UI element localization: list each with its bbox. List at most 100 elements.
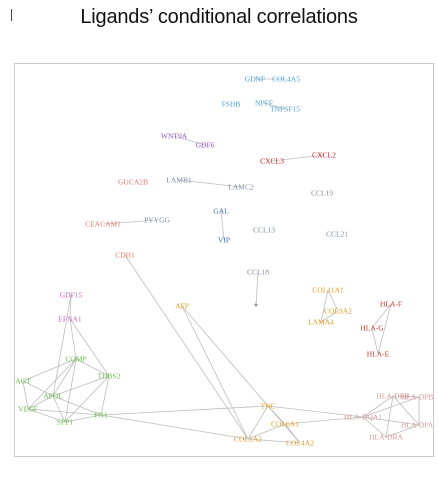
edge-efna1-thbs2 bbox=[69, 318, 110, 377]
node-hla-g: HLA-G bbox=[360, 324, 384, 333]
node-unlabeled bbox=[254, 303, 258, 307]
edge-lamb1-lamc2 bbox=[178, 179, 242, 188]
edge-cdh1-col1a2 bbox=[124, 254, 249, 440]
node-tnfsf15: TNFSF15 bbox=[270, 105, 300, 114]
node-ccl13: CCL13 bbox=[253, 226, 275, 235]
edge-comp-agt bbox=[22, 358, 77, 382]
edge-hladqa1-hladra bbox=[362, 416, 387, 438]
text-cursor bbox=[11, 9, 12, 21]
node-gal: GAL bbox=[213, 207, 229, 216]
edge-agt-vegf bbox=[22, 380, 29, 410]
node-ccl18: CCL18 bbox=[247, 268, 269, 277]
node-col4a2: COL4A2 bbox=[286, 439, 314, 448]
node-vip: VIP bbox=[218, 236, 230, 245]
node-hla-dpa1: HLA-DPA1 bbox=[401, 421, 433, 430]
node-hla-f: HLA-F bbox=[380, 300, 402, 309]
edge-col1a2-col4a2 bbox=[247, 438, 301, 444]
node-col11a1: COL11A1 bbox=[312, 286, 344, 295]
edge-apol-fn1 bbox=[52, 395, 102, 416]
edge-hladqa1-hladpa1 bbox=[362, 416, 420, 426]
edge-col9a2-lama4 bbox=[320, 310, 339, 323]
edge-afp-col1a2 bbox=[181, 305, 249, 440]
node-cxcl2: CXCL2 bbox=[312, 151, 336, 160]
edge-gdf15-efna1 bbox=[69, 294, 72, 320]
edge-wnt9a-gdf6 bbox=[173, 135, 206, 146]
node-gdnf: GDNF bbox=[245, 75, 265, 84]
node-tnc: TNC bbox=[261, 402, 276, 411]
node-guca2b: GUCA2B bbox=[118, 178, 148, 187]
edge-col11a1-lama4 bbox=[320, 289, 329, 323]
node-ccl21: CCL21 bbox=[326, 230, 348, 239]
edge-fn1-col1a2 bbox=[100, 414, 249, 440]
node-efna1: EFNA1 bbox=[58, 315, 82, 324]
page-title: Ligands’ conditional correlations bbox=[80, 6, 358, 28]
edge-cxcl3-cxcl2 bbox=[271, 154, 325, 162]
node-hla-dra: HLA-DRA bbox=[369, 433, 403, 442]
edge-tnc-hladqa1 bbox=[267, 405, 364, 418]
node-cxcl3: CXCL3 bbox=[260, 157, 284, 166]
edge-npff-tnfsf15 bbox=[263, 102, 286, 110]
edge-apol-vegf bbox=[27, 395, 54, 410]
edge-comp-vegf bbox=[27, 358, 77, 410]
node-col9a2: COL9A2 bbox=[324, 307, 352, 316]
node-spp1: SPP1 bbox=[57, 418, 74, 427]
node-col4a5: COL4A5 bbox=[272, 75, 300, 84]
node-fn1: FN1 bbox=[94, 411, 108, 420]
node-comp: COMP bbox=[65, 355, 86, 364]
edge-tnc-col1a2 bbox=[247, 405, 269, 440]
edge-comp-apol bbox=[52, 358, 77, 397]
node-gdf15: GDF15 bbox=[60, 291, 83, 300]
node-lama4: LAMA4 bbox=[308, 318, 334, 327]
edge-col11a1-col9a2 bbox=[327, 289, 339, 312]
node-col6a1: COL6A1 bbox=[271, 420, 299, 429]
edge-apol-spp1 bbox=[52, 395, 66, 423]
edge-hladrb-hladpa1 bbox=[392, 395, 420, 426]
node-afp: AFP bbox=[175, 302, 189, 311]
node-ceacam1: CEACAM1 bbox=[85, 220, 121, 229]
node-npff: NPFF bbox=[255, 99, 273, 108]
edge-afp-tnc bbox=[181, 305, 269, 407]
edge-hladpa1-hladra bbox=[385, 424, 420, 438]
node-pyygg: PYYGG bbox=[144, 216, 170, 225]
edge-thbs2-fn1 bbox=[100, 375, 110, 416]
edge-vegf-fn1 bbox=[27, 408, 102, 416]
edge-hladpb1-hladqa1 bbox=[362, 396, 420, 418]
edge-thbs2-apol bbox=[52, 375, 110, 397]
node-cdh1: CDH1 bbox=[115, 251, 135, 260]
edge-vegf-spp1 bbox=[27, 408, 66, 423]
edge-efna1-comp bbox=[69, 318, 77, 360]
node-wnt9a: WNT9A bbox=[161, 132, 188, 141]
network-panel: GDNF COL4A5 FSHB NPFF TNFSF15 WNT9A GDF6 CXCL3 C… bbox=[14, 63, 434, 457]
edge-fn1-tnc bbox=[100, 405, 269, 416]
node-hla-drb: HLA-DRB bbox=[376, 392, 409, 401]
node-lamc2: LAMC2 bbox=[228, 183, 254, 192]
edge-spp1-fn1 bbox=[64, 414, 102, 423]
node-lamb1: LAMB1 bbox=[166, 176, 192, 185]
edge-col6a1-hladqa1 bbox=[284, 416, 364, 425]
edge-thbs2-spp1 bbox=[64, 375, 110, 423]
edge-hladrb-hladqa1 bbox=[362, 395, 394, 418]
node-vegf: VEGF bbox=[18, 405, 38, 414]
edge-col6a1-col1a2 bbox=[247, 423, 286, 440]
edge-gal-vip bbox=[220, 210, 225, 241]
edge-hladrb-hladpb1 bbox=[392, 395, 420, 398]
edge-hlag-hlae bbox=[371, 327, 379, 355]
edge-col6a1-col4a2 bbox=[284, 423, 301, 444]
node-apol: APOL bbox=[43, 392, 63, 401]
edge-gdf15-apol bbox=[52, 294, 72, 397]
node-thbs2: THBS2 bbox=[98, 372, 121, 381]
node-hla-e: HLA-E bbox=[367, 350, 390, 359]
node-fshb: FSHB bbox=[222, 100, 241, 109]
edge-comp-spp1 bbox=[64, 358, 77, 423]
edge-hlaf-hlag bbox=[371, 303, 392, 329]
node-gdf6: GDF6 bbox=[196, 141, 215, 150]
edge-hlaf-hlae bbox=[377, 303, 392, 355]
edge-agt-apol bbox=[22, 380, 54, 397]
edge-ceacam1-pyygg bbox=[102, 219, 158, 225]
node-agt: AGT bbox=[15, 377, 31, 386]
edge-comp-thbs2 bbox=[75, 358, 110, 377]
node-col1a2: COL1A2 bbox=[234, 435, 262, 444]
edge-ccl18-ghost1 bbox=[255, 271, 259, 306]
node-hla-dpb1: HLA-DPB1 bbox=[401, 393, 433, 402]
